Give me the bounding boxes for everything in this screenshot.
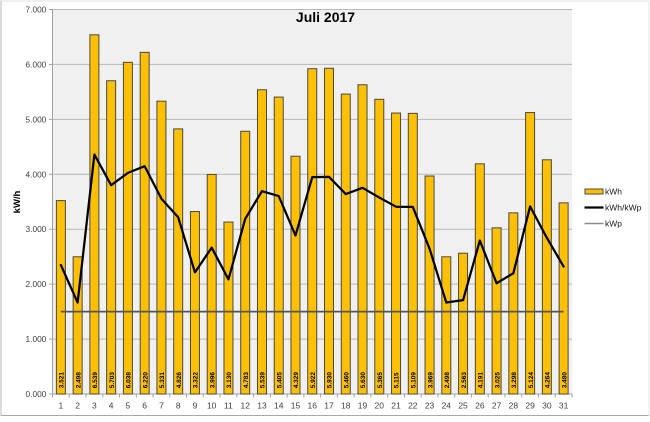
svg-text:5.922: 5.922 xyxy=(310,372,317,389)
svg-text:5.460: 5.460 xyxy=(343,372,350,389)
svg-text:3.969: 3.969 xyxy=(427,372,434,389)
svg-text:5.331: 5.331 xyxy=(159,372,166,389)
svg-text:4.329: 4.329 xyxy=(293,372,300,389)
svg-text:17: 17 xyxy=(324,400,334,410)
svg-text:5.124: 5.124 xyxy=(528,372,535,389)
svg-text:5.000: 5.000 xyxy=(26,114,47,124)
svg-text:5.115: 5.115 xyxy=(394,372,401,388)
svg-text:9: 9 xyxy=(193,400,198,410)
svg-text:2.000: 2.000 xyxy=(26,279,47,289)
svg-text:3.521: 3.521 xyxy=(59,372,66,389)
svg-text:11: 11 xyxy=(224,400,233,410)
svg-text:kWh/kWp: kWh/kWp xyxy=(605,203,642,213)
svg-text:0.000: 0.000 xyxy=(26,389,47,399)
svg-text:kW/h: kW/h xyxy=(12,190,23,213)
svg-text:5.109: 5.109 xyxy=(411,372,418,389)
svg-text:27: 27 xyxy=(492,400,502,410)
svg-text:23: 23 xyxy=(425,400,435,410)
svg-text:6.220: 6.220 xyxy=(142,372,149,389)
svg-text:15: 15 xyxy=(291,400,301,410)
svg-text:8: 8 xyxy=(176,400,181,410)
svg-text:2.563: 2.563 xyxy=(461,372,468,389)
svg-text:5: 5 xyxy=(126,400,131,410)
svg-text:12: 12 xyxy=(240,400,250,410)
svg-text:2.498: 2.498 xyxy=(75,372,82,389)
svg-text:5.630: 5.630 xyxy=(360,372,367,389)
svg-text:4.826: 4.826 xyxy=(176,372,183,389)
svg-text:28: 28 xyxy=(509,400,519,410)
svg-text:1.000: 1.000 xyxy=(26,334,47,344)
svg-text:kWh: kWh xyxy=(605,187,622,197)
svg-text:7: 7 xyxy=(159,400,164,410)
svg-text:4.783: 4.783 xyxy=(243,372,250,389)
svg-text:5.539: 5.539 xyxy=(260,372,267,389)
svg-text:31: 31 xyxy=(559,400,569,410)
svg-text:3.322: 3.322 xyxy=(193,372,200,389)
svg-text:5.405: 5.405 xyxy=(276,372,283,389)
svg-text:24: 24 xyxy=(442,400,452,410)
svg-text:3.000: 3.000 xyxy=(26,224,47,234)
svg-text:6.000: 6.000 xyxy=(26,59,47,69)
svg-text:1: 1 xyxy=(59,400,64,410)
svg-text:20: 20 xyxy=(375,400,385,410)
svg-text:4.000: 4.000 xyxy=(26,169,47,179)
svg-text:3: 3 xyxy=(92,400,97,410)
svg-text:5.930: 5.930 xyxy=(327,372,334,389)
svg-text:7.000: 7.000 xyxy=(26,5,47,15)
svg-text:30: 30 xyxy=(542,400,552,410)
svg-text:6.038: 6.038 xyxy=(126,372,133,389)
svg-text:3.298: 3.298 xyxy=(511,372,518,389)
svg-text:19: 19 xyxy=(358,400,368,410)
svg-text:2: 2 xyxy=(75,400,80,410)
svg-text:Juli 2017: Juli 2017 xyxy=(296,9,355,25)
svg-text:25: 25 xyxy=(458,400,468,410)
svg-text:3.996: 3.996 xyxy=(209,372,216,389)
svg-text:13: 13 xyxy=(257,400,267,410)
svg-text:4.191: 4.191 xyxy=(478,372,485,389)
svg-text:4.264: 4.264 xyxy=(545,372,552,389)
svg-text:6: 6 xyxy=(142,400,147,410)
svg-text:14: 14 xyxy=(274,400,284,410)
svg-text:29: 29 xyxy=(525,400,535,410)
svg-text:10: 10 xyxy=(207,400,217,410)
svg-text:18: 18 xyxy=(341,400,351,410)
svg-text:3.025: 3.025 xyxy=(494,372,501,389)
svg-text:5.703: 5.703 xyxy=(109,372,116,389)
svg-text:2.498: 2.498 xyxy=(444,372,451,389)
svg-text:3.480: 3.480 xyxy=(561,372,568,389)
svg-text:4: 4 xyxy=(109,400,114,410)
svg-text:5.365: 5.365 xyxy=(377,372,384,389)
svg-text:kWp: kWp xyxy=(605,219,622,229)
svg-text:22: 22 xyxy=(408,400,418,410)
svg-text:16: 16 xyxy=(308,400,318,410)
svg-text:21: 21 xyxy=(391,400,401,410)
svg-text:6.539: 6.539 xyxy=(92,372,99,389)
svg-text:3.130: 3.130 xyxy=(226,372,233,389)
svg-text:26: 26 xyxy=(475,400,485,410)
